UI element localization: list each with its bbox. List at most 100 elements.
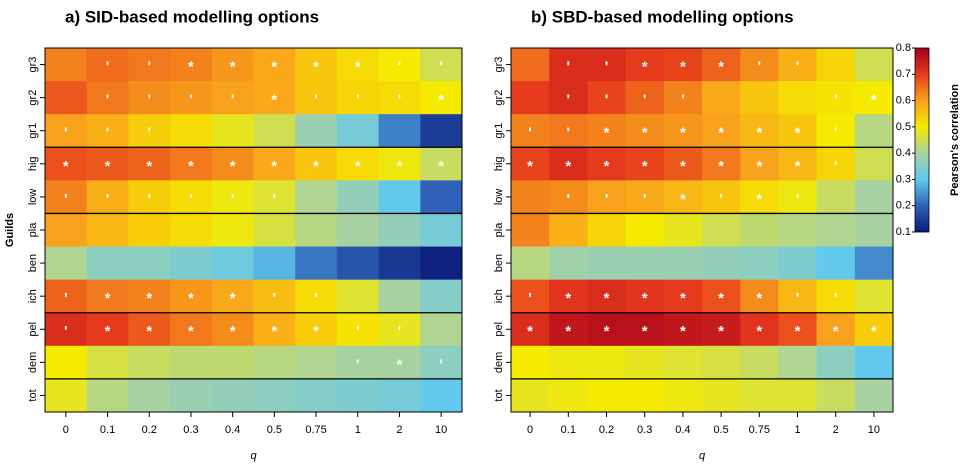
heatmap-cell <box>253 345 296 380</box>
heatmap-cell <box>211 48 254 82</box>
significance-mark: ' <box>64 290 68 307</box>
heatmap-cell <box>549 147 588 181</box>
significance-mark: * <box>438 92 444 109</box>
heatmap-cell <box>336 279 380 314</box>
heatmap-cell <box>378 345 421 380</box>
x-axis-label: q <box>250 450 257 462</box>
heatmap-cell <box>778 81 818 115</box>
heatmap-cell <box>625 312 665 347</box>
heatmap-cell <box>625 345 665 380</box>
significance-mark: ' <box>147 92 151 109</box>
significance-mark: * <box>680 191 686 208</box>
heatmap-cell <box>45 213 88 248</box>
heatmap-cell <box>211 345 254 380</box>
heatmap-cell <box>211 147 254 181</box>
heatmap-cell <box>420 147 463 181</box>
heatmap-cell <box>702 147 741 181</box>
significance-mark: * <box>604 158 610 175</box>
heatmap-cell <box>702 213 741 248</box>
heatmap-cell <box>420 213 463 248</box>
heatmap-cell <box>663 279 703 314</box>
significance-mark: * <box>397 158 403 175</box>
heatmap-cell <box>295 246 338 281</box>
heatmap-cell <box>663 180 703 214</box>
heatmap-cell <box>211 213 254 248</box>
significance-mark: * <box>680 158 686 175</box>
y-tick-label: gr1 <box>493 123 505 139</box>
heatmap-cell <box>511 213 550 248</box>
y-tick-label: pla <box>493 222 505 238</box>
x-tick-label: 0.1 <box>100 424 115 436</box>
y-tick-label: hig <box>493 156 505 171</box>
significance-mark: * <box>642 158 648 175</box>
heatmap-cell <box>663 81 703 115</box>
significance-mark: * <box>565 290 571 307</box>
heatmap-cell <box>295 81 338 115</box>
heatmap-cell <box>170 279 213 314</box>
heatmap-cell <box>336 48 380 82</box>
heatmap-cell <box>86 378 129 413</box>
heatmap-cell <box>45 81 88 115</box>
heatmap-cell <box>816 246 856 281</box>
heatmap-cell <box>663 345 703 380</box>
heatmap-cell <box>253 213 296 248</box>
heatmap-cell <box>549 279 588 314</box>
heatmap-cell <box>816 213 856 248</box>
heatmap-cell <box>378 114 421 148</box>
heatmap-cell <box>170 378 213 413</box>
significance-mark: * <box>680 59 686 76</box>
significance-mark: ' <box>64 323 68 340</box>
heatmap-cell <box>45 147 88 181</box>
heatmap-cell <box>378 279 421 314</box>
y-tick-label: low <box>27 189 39 206</box>
significance-mark: * <box>604 125 610 142</box>
significance-mark: * <box>756 191 762 208</box>
colorbar-tick-label: 0.7 <box>896 68 911 80</box>
heatmap-cell <box>336 246 380 281</box>
significance-mark: ' <box>796 290 800 307</box>
heatmap-cell <box>128 345 171 380</box>
significance-mark: ' <box>567 191 571 208</box>
significance-mark: * <box>313 59 319 76</box>
heatmap-cell <box>128 147 171 181</box>
heatmap-cell <box>128 48 171 82</box>
significance-mark: ' <box>273 290 277 307</box>
heatmap-cell <box>549 81 588 115</box>
heatmap-cell <box>854 114 894 148</box>
heatmap-cell <box>295 378 338 413</box>
heatmap-cell <box>45 246 88 281</box>
heatmap-cell <box>625 48 665 82</box>
x-tick-label: 0.3 <box>183 424 198 436</box>
heatmap-cell <box>587 114 627 148</box>
significance-mark: ' <box>231 191 235 208</box>
heatmap-cell <box>587 279 627 314</box>
heatmap-cell <box>295 147 338 181</box>
heatmap-cell <box>587 246 627 281</box>
y-tick-label: ich <box>27 289 39 303</box>
heatmap-cell <box>295 114 338 148</box>
heatmap-cell <box>778 279 818 314</box>
heatmap-cell <box>86 345 129 380</box>
significance-mark: ' <box>398 323 402 340</box>
y-tick-label: hig <box>27 156 39 171</box>
heatmap-cell <box>854 312 894 347</box>
heatmap-cell <box>420 180 463 214</box>
y-tick-label: gr2 <box>27 90 39 106</box>
heatmap-cell <box>854 345 894 380</box>
heatmap-cell <box>816 312 856 347</box>
heatmap-cell <box>740 378 779 413</box>
colorbar-tick-label: 0.6 <box>896 94 911 106</box>
heatmap-cell <box>253 378 296 413</box>
heatmap-cell <box>549 114 588 148</box>
significance-mark: * <box>230 59 236 76</box>
heatmap-cell <box>587 378 627 413</box>
significance-mark: * <box>146 290 152 307</box>
x-tick-label: 0 <box>63 424 69 436</box>
heatmap-cell <box>170 81 213 115</box>
y-tick-label: gr3 <box>27 57 39 73</box>
significance-mark: ' <box>356 356 360 373</box>
heatmap-cell <box>587 48 627 82</box>
significance-mark: * <box>680 290 686 307</box>
heatmap-cell <box>854 279 894 314</box>
heatmap-cell <box>549 180 588 214</box>
